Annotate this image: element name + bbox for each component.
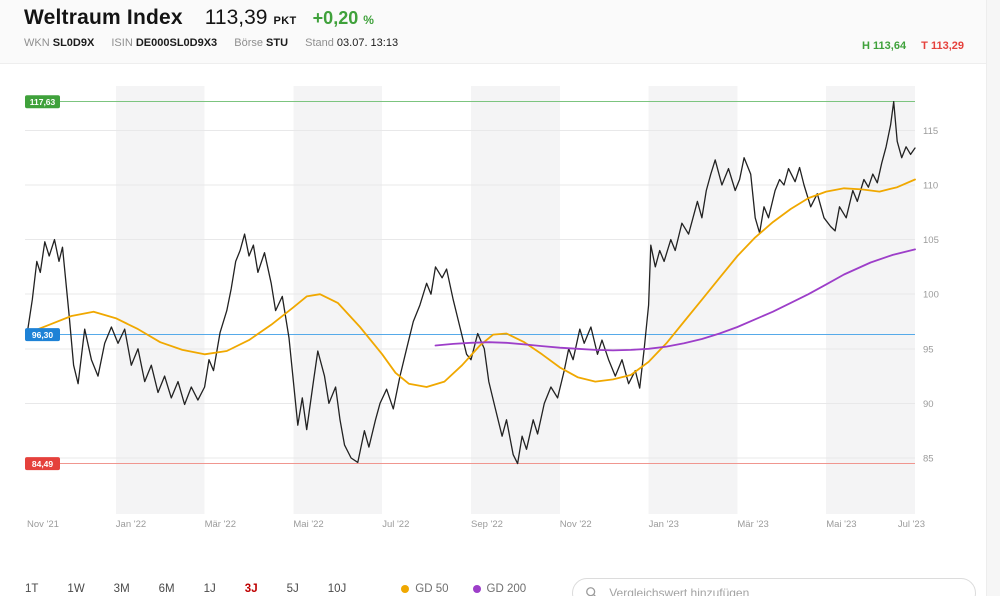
day-range: H 113,64 T 113,29: [862, 40, 964, 52]
y-axis-label: 105: [923, 235, 939, 246]
x-axis-label: Jan '23: [649, 519, 679, 530]
y-axis-label: 110: [923, 181, 938, 192]
y-axis-label: 95: [923, 344, 934, 355]
meta-label: ISIN: [111, 37, 133, 49]
range-10j[interactable]: 10J: [327, 574, 348, 596]
x-axis-label: Jul '22: [382, 519, 409, 530]
series-weltraum-index: [26, 101, 916, 465]
index-unit: PKT: [273, 15, 297, 27]
y-axis-label: 115: [923, 126, 938, 137]
day-low: T 113,29: [921, 40, 964, 52]
meta-value: DE000SL0D9X3: [135, 37, 218, 49]
header: Weltraum Index 113,39 PKT +0,20 % WKN SL…: [0, 0, 1000, 64]
page-title: Weltraum Index: [24, 6, 183, 29]
day-low-value: 113,29: [930, 40, 964, 52]
x-axis-label: Sep '22: [471, 519, 503, 530]
price-chart[interactable]: 85 90 95 100 105 110 115 Nov '21 Jan '22 Mär '22 M…: [0, 68, 1000, 538]
meta-value: SL0D9X: [52, 37, 95, 49]
chart-card: 85 90 95 100 105 110 115 Nov '21 Jan '22 Mär '22 M…: [0, 64, 1000, 596]
range-1t[interactable]: 1T: [24, 574, 39, 596]
y-axis-label: 90: [923, 399, 934, 410]
day-high: H 113,64: [862, 40, 906, 52]
background-band: [648, 86, 738, 514]
low-badge-label: 84,49: [32, 459, 54, 469]
chart-legend: GD 50 GD 200: [401, 574, 526, 595]
search-icon: [586, 587, 597, 596]
x-axis-label: Nov '22: [560, 519, 592, 530]
base-badge-label: 96,30: [32, 330, 54, 340]
x-axis-label: Nov '21: [27, 519, 59, 530]
meta-label: Stand: [305, 37, 334, 49]
background-band: [826, 86, 915, 514]
low-badge: [25, 457, 60, 471]
range-5j[interactable]: 5J: [286, 574, 300, 596]
meta-label: Börse: [234, 37, 263, 49]
meta-value: STU: [266, 37, 289, 49]
meta-value: 03.07. 13:13: [336, 37, 399, 49]
legend-label: GD 50: [415, 583, 449, 595]
legend-dot-icon: [472, 585, 481, 593]
change-value: +0,20: [312, 8, 359, 28]
high-badge-label: 117,63: [30, 97, 56, 107]
range-1w[interactable]: 1W: [66, 574, 85, 596]
range-1j[interactable]: 1J: [203, 574, 217, 596]
title-row: Weltraum Index 113,39 PKT +0,20 %: [24, 6, 976, 30]
x-axis-label: Mär '22: [205, 519, 236, 530]
meta-boerse: Börse STU: [234, 37, 288, 49]
legend-label: GD 200: [486, 583, 527, 595]
x-axis-label: Jul '23: [898, 519, 925, 530]
x-axis-label: Mai '22: [293, 519, 323, 530]
chart-toolbar: 1T 1W 3M 6M 1J 3J 5J 10J GD 50 GD 200: [0, 574, 1000, 596]
compare-search[interactable]: [572, 578, 976, 596]
x-axis-label: Mai '23: [826, 519, 856, 530]
meta-label: WKN: [24, 37, 50, 49]
base-badge: [25, 328, 60, 342]
high-badge: [25, 95, 60, 109]
compare-search-input[interactable]: [607, 585, 963, 596]
day-low-label: T: [921, 40, 928, 52]
instrument-meta: WKN SL0D9X ISIN DE000SL0D9X3 Börse STU S…: [24, 37, 976, 49]
x-axis-label: Mär '23: [737, 519, 768, 530]
meta-isin: ISIN DE000SL0D9X3: [111, 37, 217, 49]
meta-wkn: WKN SL0D9X: [24, 37, 94, 49]
index-value: 113,39: [204, 6, 268, 29]
x-axis-label: Jan '22: [116, 519, 146, 530]
series-gd-50: [26, 178, 916, 388]
range-selector: 1T 1W 3M 6M 1J 3J 5J 10J: [24, 574, 347, 596]
legend-gd-200[interactable]: GD 200: [472, 583, 527, 595]
day-high-value: 113,64: [873, 40, 907, 52]
background-band: [471, 86, 560, 514]
background-band: [293, 86, 383, 514]
meta-stand: Stand 03.07. 13:13: [305, 37, 398, 49]
legend-dot-icon: [401, 585, 410, 593]
background-band: [115, 86, 205, 514]
change-unit: %: [363, 13, 374, 27]
day-high-label: H: [862, 40, 870, 52]
range-3j[interactable]: 3J: [244, 574, 259, 596]
legend-gd-50[interactable]: GD 50: [401, 583, 449, 595]
range-6m[interactable]: 6M: [158, 574, 176, 596]
change-percent: +0,20 %: [313, 8, 374, 29]
range-3m[interactable]: 3M: [113, 574, 131, 596]
series-gd-200: [434, 248, 916, 352]
y-axis-label: 85: [923, 454, 934, 465]
scrollbar[interactable]: [986, 0, 1000, 596]
y-axis-label: 100: [923, 290, 939, 301]
